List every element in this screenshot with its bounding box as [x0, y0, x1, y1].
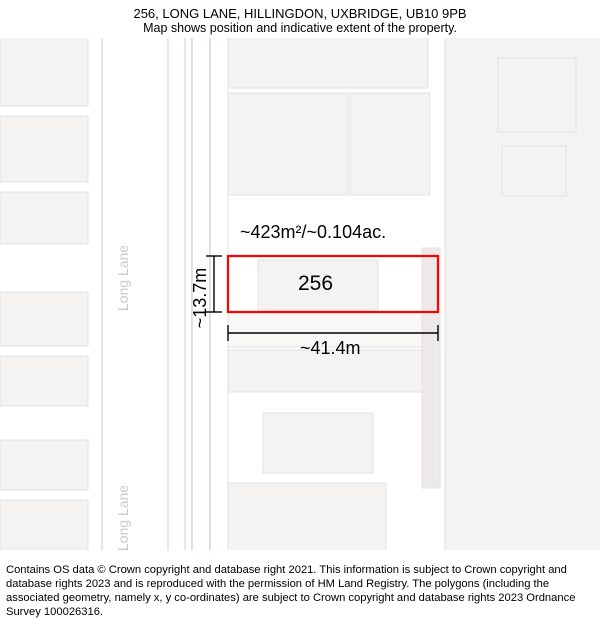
svg-text:256: 256 — [298, 272, 333, 295]
footer-copyright: Contains OS data © Crown copyright and d… — [0, 559, 600, 625]
address-line: 256, LONG LANE, HILLINGDON, UXBRIDGE, UB… — [10, 6, 590, 21]
map-svg: Long Lane Long Lane 256 ~423m²/~0.104ac. ~41… — [0, 38, 600, 550]
svg-text:~13.7m: ~13.7m — [190, 268, 210, 329]
svg-text:~423m²/~0.104ac.: ~423m²/~0.104ac. — [240, 222, 386, 242]
svg-text:Long Lane: Long Lane — [115, 485, 131, 550]
svg-text:~41.4m: ~41.4m — [300, 338, 361, 358]
map-canvas: Long Lane Long Lane 256 ~423m²/~0.104ac. ~41… — [0, 38, 600, 550]
svg-text:Long Lane: Long Lane — [115, 245, 131, 311]
subtitle-line: Map shows position and indicative extent… — [10, 21, 590, 35]
header: 256, LONG LANE, HILLINGDON, UXBRIDGE, UB… — [0, 0, 600, 37]
